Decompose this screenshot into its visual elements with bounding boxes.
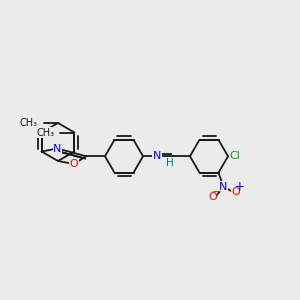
Text: CH₃: CH₃ [36, 128, 55, 137]
Text: N: N [219, 182, 228, 192]
Text: O: O [231, 187, 240, 197]
Text: −: − [212, 185, 221, 198]
Text: +: + [235, 180, 244, 193]
Text: CH₃: CH₃ [20, 118, 38, 128]
Text: N: N [53, 143, 62, 154]
Text: H: H [166, 158, 174, 168]
Text: O: O [208, 192, 217, 202]
Text: O: O [70, 159, 78, 169]
Text: Cl: Cl [230, 151, 240, 161]
Text: N: N [153, 151, 161, 161]
